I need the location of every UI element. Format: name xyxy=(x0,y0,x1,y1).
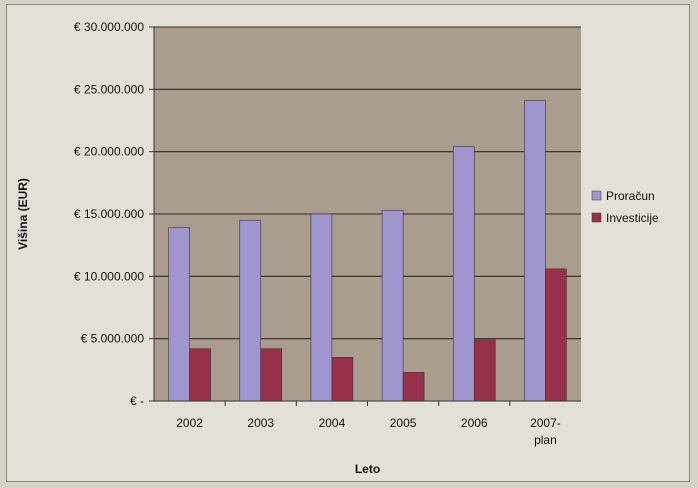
bar-investicije-2 xyxy=(331,357,354,402)
y-tick-label: € 20.000.000 xyxy=(74,145,144,159)
legend: Proračun Investicije xyxy=(591,189,659,225)
bar-investicije-3 xyxy=(402,372,425,402)
x-axis-title: Leto xyxy=(355,462,380,476)
x-tick-labels: 2002 2003 2004 2005 2006 2007- plan xyxy=(176,401,561,447)
bar-investicije-1 xyxy=(260,348,283,402)
y-axis-title: Višina (EUR) xyxy=(16,178,30,250)
bars xyxy=(168,100,567,402)
legend-label-proračun: Proračun xyxy=(606,189,655,203)
y-tick-label: € - xyxy=(130,394,144,408)
y-tick-label: € 10.000.000 xyxy=(74,269,144,283)
y-tick-label: € 30.000.000 xyxy=(74,20,144,34)
legend-swatch-proračun xyxy=(591,190,602,201)
bar-proračun-1 xyxy=(239,219,262,402)
chart-frame: € - € 5.000.000 € 10.000.000 € 15.000.000 € … xyxy=(6,4,690,482)
x-tick-label: plan xyxy=(534,433,557,447)
y-tick-label: € 5.000.000 xyxy=(81,332,145,346)
gridlines xyxy=(154,26,581,340)
y-tick-labels: € - € 5.000.000 € 10.000.000 € 15.000.000 € … xyxy=(74,20,154,408)
legend-label-investicije: Investicije xyxy=(606,211,659,225)
x-tick-label: 2005 xyxy=(390,416,417,430)
bar-proračun-4 xyxy=(452,146,475,402)
legend-swatch-investicije xyxy=(591,212,602,223)
bar-investicije-4 xyxy=(473,339,496,402)
bar-investicije-0 xyxy=(189,348,211,402)
x-tick-label: 2007- xyxy=(530,416,561,430)
y-tick-label: € 15.000.000 xyxy=(74,207,144,221)
y-tick-label: € 25.000.000 xyxy=(74,82,144,96)
x-tick-label: 2006 xyxy=(461,416,488,430)
bar-investicije-5 xyxy=(545,268,567,402)
bar-proračun-0 xyxy=(168,227,190,402)
bar-proračun-3 xyxy=(381,209,404,402)
x-tick-label: 2003 xyxy=(247,416,274,430)
bar-chart: € - € 5.000.000 € 10.000.000 € 15.000.000 € … xyxy=(16,20,659,476)
bar-proračun-5 xyxy=(524,100,546,402)
x-tick-label: 2002 xyxy=(176,416,203,430)
x-tick-label: 2004 xyxy=(319,416,346,430)
bar-proračun-2 xyxy=(310,213,333,402)
